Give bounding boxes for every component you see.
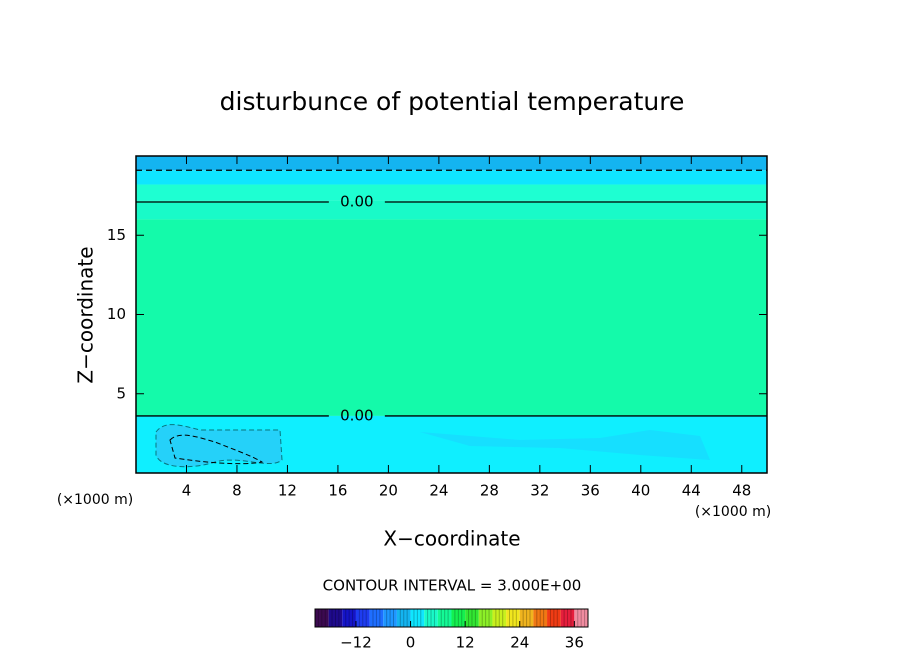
colorbar-swatch [478, 609, 493, 627]
cool-patch [420, 430, 710, 460]
plot-area: 0.00 0.00 [136, 156, 767, 473]
colorbar-swatch [574, 609, 588, 627]
negative-region [155, 424, 283, 468]
x-tick-label: 44 [682, 482, 701, 500]
colorbar: −12 0 12 24 36 [314, 608, 589, 652]
fill-band [136, 170, 767, 185]
fill-band [136, 156, 767, 171]
fill-band [136, 184, 767, 201]
contour-label: 0.00 [340, 406, 373, 424]
colorbar-swatch [369, 609, 384, 627]
colorbar-swatch [451, 609, 466, 627]
colorbar-tick-label: −12 [340, 634, 372, 652]
y-tick-label: 10 [107, 305, 126, 323]
colorbar-swatch [465, 609, 479, 627]
x-tick-label: 12 [278, 482, 297, 500]
colorbar-swatch [424, 609, 438, 627]
x-tick-label: 28 [480, 482, 499, 500]
colorbar-swatch [547, 609, 561, 627]
colorbar-swatch [410, 609, 425, 627]
colorbar-swatch [533, 609, 548, 627]
colorbar-swatch [506, 609, 520, 627]
contour-interval: CONTOUR INTERVAL = 3.000E+00 [323, 577, 582, 595]
x-tick-label: 16 [328, 482, 347, 500]
x-axis-title: X−coordinate [383, 527, 520, 551]
x-tick-label: 4 [182, 482, 192, 500]
y-axis-title: Z−coordinate [74, 246, 98, 383]
colorbar-swatch [437, 609, 452, 627]
x-tick-label: 36 [581, 482, 600, 500]
negative-contour [169, 434, 264, 465]
x-tick-label: 20 [379, 482, 398, 500]
fill-band [136, 200, 767, 220]
colorbar-tick-label: 0 [406, 634, 416, 652]
colorbar-swatch [383, 609, 397, 627]
colorbar-swatch [355, 609, 370, 627]
x-tick-label: 40 [631, 482, 650, 500]
x-tick-label: 32 [530, 482, 549, 500]
x-tick-label: 48 [732, 482, 751, 500]
colorbar-tick-label: 12 [456, 634, 475, 652]
fill-band [136, 219, 767, 416]
y-unit-label: (×1000 m) [57, 492, 133, 508]
colorbar-tick-label: 36 [565, 634, 584, 652]
y-tick-label: 15 [107, 226, 126, 244]
contour-label: 0.00 [340, 192, 373, 210]
colorbar-swatch [328, 609, 343, 627]
chart-title: disturbunce of potential temperature [220, 87, 685, 116]
colorbar-swatch [519, 609, 534, 627]
x-tick-label: 8 [232, 482, 242, 500]
x-unit-label: (×1000 m) [695, 504, 771, 520]
colorbar-tick-label: 24 [510, 634, 529, 652]
colorbar-frame [314, 608, 589, 628]
colorbar-swatch [560, 609, 575, 627]
colorbar-swatch [315, 609, 329, 627]
colorbar-swatch [342, 609, 356, 627]
x-tick-label: 24 [429, 482, 448, 500]
colorbar-swatch [396, 609, 411, 627]
colorbar-swatch [492, 609, 507, 627]
y-tick-label: 5 [116, 384, 126, 402]
